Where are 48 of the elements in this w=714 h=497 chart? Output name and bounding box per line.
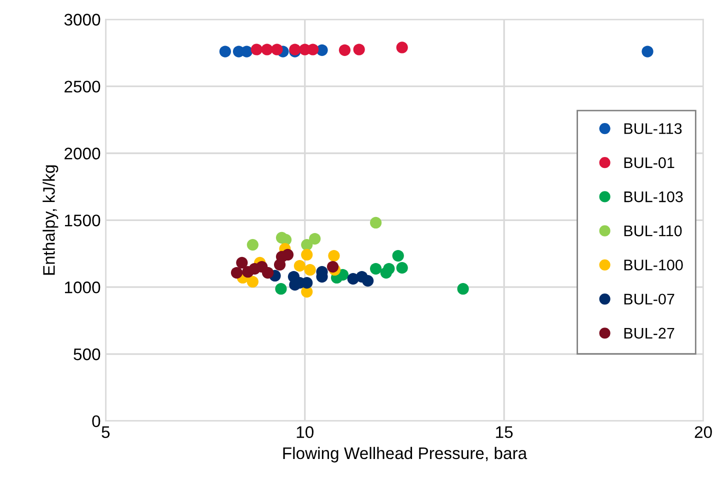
point xyxy=(307,44,319,56)
legend-label: BUL-100 xyxy=(624,260,683,270)
point xyxy=(370,262,382,275)
point xyxy=(326,260,339,273)
point xyxy=(392,250,404,262)
point xyxy=(457,283,469,295)
y-tick-label: 1000 xyxy=(65,282,100,294)
point xyxy=(396,42,408,54)
point xyxy=(328,250,340,262)
point xyxy=(271,44,283,56)
x-tick-label: 10 xyxy=(296,426,314,438)
legend-label: BUL-103 xyxy=(624,191,683,202)
point xyxy=(362,275,374,287)
x-axis-title: Flowing Wellhead Pressure, bara xyxy=(283,446,528,462)
legend-label: BUL-110 xyxy=(624,226,682,236)
y-axis-title: Enthalpy, kJ/kg xyxy=(42,165,58,275)
point xyxy=(219,46,232,58)
legend-label: BUL-27 xyxy=(624,328,674,339)
legend-label: BUL-07 xyxy=(624,294,674,305)
point xyxy=(642,46,654,58)
point xyxy=(282,248,294,261)
y-tick-label: 2500 xyxy=(64,80,100,93)
point xyxy=(370,216,382,229)
point xyxy=(230,266,243,279)
y-tick-label: 3000 xyxy=(64,14,100,26)
point xyxy=(246,276,258,288)
point xyxy=(275,283,287,295)
x-tick-label: 15 xyxy=(496,426,513,438)
point xyxy=(304,264,316,276)
point xyxy=(250,44,262,56)
y-tick-label: 2000 xyxy=(64,148,100,160)
x-tick-label: 20 xyxy=(694,426,712,438)
legend-label: BUL-113 xyxy=(624,123,682,134)
y-tick-label: 1500 xyxy=(65,214,100,226)
point xyxy=(261,44,273,56)
y-tick-label: 500 xyxy=(74,348,100,360)
y-tick-label: 0 xyxy=(92,415,100,428)
point xyxy=(294,260,306,272)
point xyxy=(353,44,365,56)
x-tick-label: 5 xyxy=(102,426,110,438)
point xyxy=(383,262,395,275)
point xyxy=(396,262,408,274)
point xyxy=(309,232,321,245)
point xyxy=(246,238,258,251)
point xyxy=(236,256,248,269)
point xyxy=(301,248,313,261)
legend-label: BUL-01 xyxy=(624,157,674,168)
point xyxy=(338,44,351,56)
